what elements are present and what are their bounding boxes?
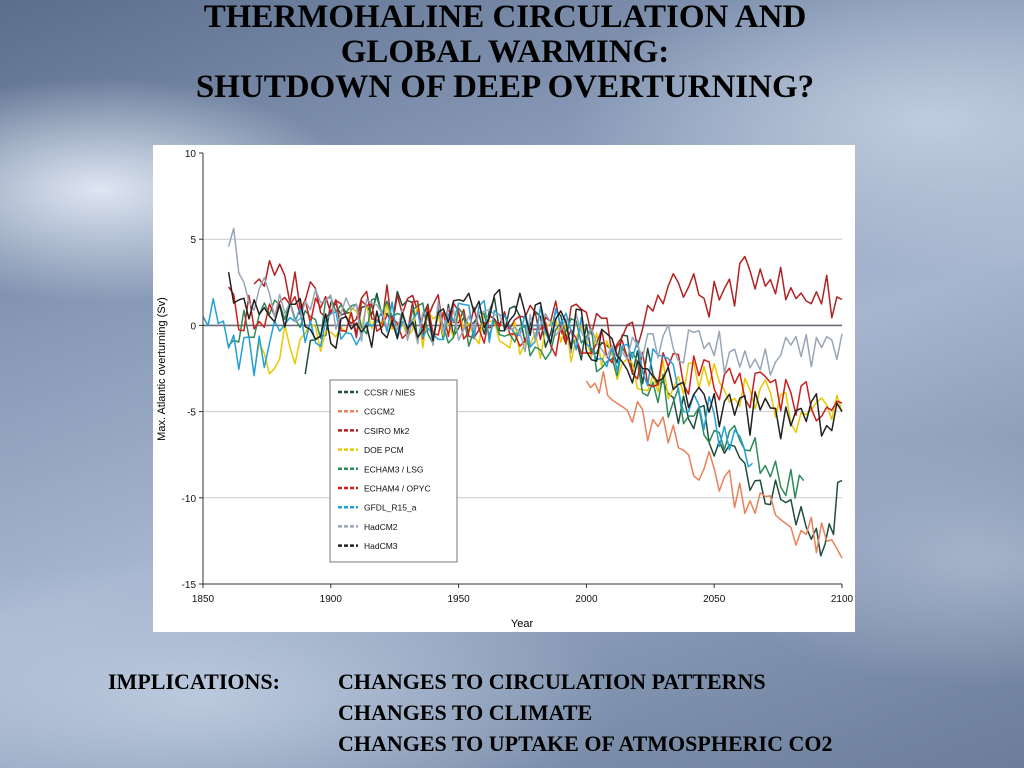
title-line-1: THERMOHALINE CIRCULATION AND <box>203 0 807 35</box>
legend-label: DOE PCM <box>364 445 404 455</box>
plot-area <box>203 153 842 584</box>
implication-row: IMPLICATIONS: CHANGES TO CIRCULATION PAT… <box>108 666 1008 697</box>
implications-block: IMPLICATIONS: CHANGES TO CIRCULATION PAT… <box>108 666 1008 759</box>
legend-label: HadCM3 <box>364 541 398 551</box>
y-axis-label: Max. Atlantic overturning (Sv) <box>156 297 168 441</box>
x-axis-label: Year <box>511 618 534 630</box>
slide-title: THERMOHALINE CIRCULATION AND GLOBAL WARM… <box>0 0 1010 105</box>
legend-label: HadCM2 <box>364 522 398 532</box>
series-line <box>227 227 843 376</box>
implication-row: CHANGES TO CLIMATE <box>108 697 1008 728</box>
implication-item: CHANGES TO CLIMATE <box>338 700 593 725</box>
x-tick-label: 2050 <box>703 594 726 605</box>
legend-label: CCSR / NIES <box>364 388 415 398</box>
legend-label: CSIRO Mk2 <box>364 426 410 436</box>
implication-item: CHANGES TO UPTAKE OF ATMOSPHERIC CO2 <box>338 731 833 756</box>
legend-label: GFDL_R15_a <box>364 503 417 513</box>
x-tick-label: 2100 <box>831 594 854 605</box>
legend: CCSR / NIES CGCM2 CSIRO Mk2 DOE PCM ECHAM3 /… <box>329 379 458 563</box>
y-tick-label: 0 <box>190 321 196 332</box>
series-line <box>253 255 843 356</box>
title-line-2: GLOBAL WARMING: <box>340 33 670 70</box>
legend-label: CGCM2 <box>364 407 395 417</box>
y-tick-label: -10 <box>182 494 197 505</box>
x-tick-label: 1900 <box>320 594 343 605</box>
series-line <box>227 271 843 440</box>
overturning-chart: -15 -10 -5 0 5 10 1850 1900 1950 2000 2050 2100 CCS… <box>156 149 854 630</box>
x-tick-label: 2000 <box>575 594 598 605</box>
chart-panel: -15 -10 -5 0 5 10 1850 1900 1950 2000 2050 2100 CCS… <box>153 145 855 632</box>
series-lines <box>202 227 843 559</box>
x-tick-label: 1950 <box>447 594 470 605</box>
title-line-3: SHUTDOWN OF DEEP OVERTURNING? <box>195 68 815 105</box>
y-tick-label: 10 <box>185 149 197 160</box>
y-tick-label: -5 <box>187 408 196 419</box>
implications-label: IMPLICATIONS: <box>108 669 280 694</box>
y-tick-label: 5 <box>190 235 196 246</box>
x-tick-label: 1850 <box>192 594 215 605</box>
legend-label: ECHAM3 / LSG <box>364 464 424 474</box>
implication-row: CHANGES TO UPTAKE OF ATMOSPHERIC CO2 <box>108 728 1008 759</box>
axes: -15 -10 -5 0 5 10 1850 1900 1950 2000 2050 2100 <box>182 149 854 605</box>
legend-label: ECHAM4 / OPYC <box>364 484 431 494</box>
y-tick-label: -15 <box>182 580 197 591</box>
series-line <box>585 370 843 559</box>
implication-item: CHANGES TO CIRCULATION PATTERNS <box>338 669 766 694</box>
